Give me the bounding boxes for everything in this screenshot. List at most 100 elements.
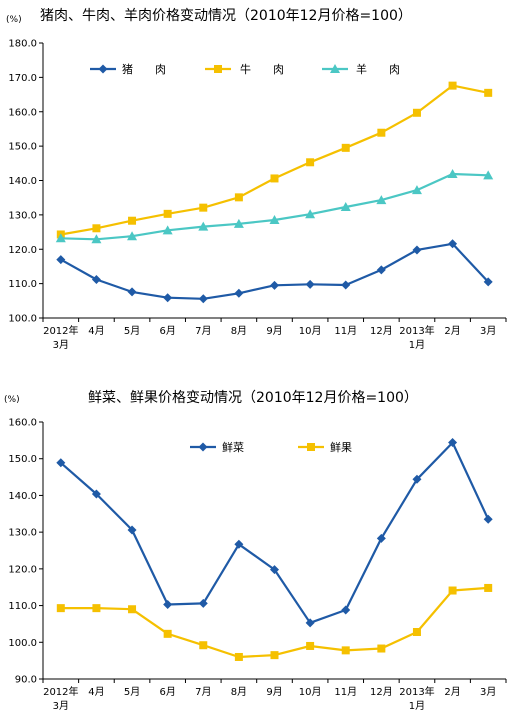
series-1 [56, 583, 493, 661]
y-tick-label: 150.0 [8, 142, 37, 153]
data-point [340, 201, 351, 211]
data-point [483, 170, 494, 180]
y-tick-label: 110.0 [8, 279, 37, 290]
y-tick-label: 160.0 [8, 418, 37, 429]
y-tick-label: 100.0 [8, 638, 37, 649]
data-point [306, 641, 315, 650]
data-point [198, 598, 208, 608]
y-tick-label: 140.0 [8, 491, 37, 502]
x-tick-label: 8月 [231, 686, 247, 698]
legend-marker [330, 64, 340, 73]
series-line [60, 441, 490, 624]
data-point [305, 618, 315, 628]
x-tick-label: 3月 [480, 325, 496, 337]
x-tick-label: 5月 [124, 686, 140, 698]
legend-label: 羊 肉 [356, 62, 400, 76]
data-point [127, 525, 137, 535]
data-point [448, 438, 458, 448]
series-group [55, 81, 494, 304]
x-tick-label: 10月 [299, 325, 322, 337]
series-0 [56, 438, 493, 628]
data-point [377, 644, 386, 653]
legend-label: 鲜菜 [222, 440, 244, 454]
data-point [269, 215, 280, 225]
data-point [376, 195, 387, 205]
data-point [91, 489, 101, 499]
data-point [341, 605, 351, 615]
x-tick-label: 6月 [159, 325, 175, 337]
data-point [127, 287, 137, 297]
x-tick-label: 12月 [370, 325, 393, 337]
data-point [199, 641, 208, 650]
series-line [60, 172, 489, 241]
data-point [163, 293, 173, 303]
y-axis-unit: (%) [4, 395, 20, 405]
y-tick-label: 180.0 [8, 39, 37, 50]
legend-label: 牛 肉 [240, 62, 284, 76]
y-tick-label: 110.0 [8, 601, 37, 612]
data-point [55, 233, 66, 243]
legend-marker [214, 65, 222, 73]
data-point [234, 288, 244, 298]
data-point [56, 255, 66, 265]
x-tick-label: 4月 [88, 325, 104, 337]
data-point [412, 474, 422, 484]
x-tick-label: 5月 [124, 325, 140, 337]
y-axis-unit: (%) [6, 15, 22, 25]
data-point [128, 216, 137, 225]
data-point [306, 158, 315, 167]
x-tick-label: 12月 [370, 686, 393, 698]
data-point [270, 174, 279, 183]
data-point [305, 279, 315, 289]
data-point [233, 218, 244, 228]
x-tick-label: 2013年 [399, 324, 434, 337]
x-tick-label: 9月 [266, 686, 282, 698]
data-point [163, 599, 173, 609]
y-tick-label: 100.0 [8, 314, 37, 325]
y-tick-label: 120.0 [8, 245, 37, 256]
data-point [127, 231, 138, 241]
data-point [270, 651, 279, 660]
data-point [270, 565, 279, 575]
data-point [448, 81, 457, 90]
data-point [484, 583, 493, 592]
data-point [163, 209, 172, 218]
data-point [305, 209, 316, 219]
legend: 猪 肉牛 肉羊 肉 [90, 62, 400, 76]
legend-marker [98, 64, 108, 74]
data-point [411, 185, 422, 195]
meat-price-chart: 猪肉、牛肉、羊肉价格变动情况（2010年12月价格=100） (%) 100.0… [6, 8, 507, 351]
chart-title: 猪肉、牛肉、羊肉价格变动情况（2010年12月价格=100） [40, 8, 412, 24]
data-point [341, 280, 351, 290]
x-tick-label: 2月 [444, 325, 460, 337]
data-point [162, 225, 173, 235]
series-2 [55, 168, 494, 244]
data-point [412, 245, 422, 255]
x-tick-label-second-line: 1月 [409, 339, 425, 351]
data-point [198, 221, 209, 231]
x-tick-label: 7月 [195, 686, 211, 698]
x-tick-label-second-line: 3月 [53, 339, 69, 351]
series-line [60, 242, 490, 300]
y-tick-labels: 90.0 100.0 110.0 120.0 130.0 140.0 150.0 160.0 [8, 418, 37, 686]
data-point [234, 652, 243, 661]
data-point [234, 539, 244, 549]
series-line [60, 586, 489, 659]
data-point [234, 193, 243, 202]
legend-label: 鲜果 [330, 440, 352, 454]
data-point [483, 277, 493, 287]
data-point [92, 224, 101, 233]
chart-title: 鲜菜、鲜果价格变动情况（2010年12月价格=100） [88, 390, 418, 406]
data-point [447, 168, 458, 178]
x-tick-label: 11月 [334, 686, 357, 698]
legend-marker [198, 442, 208, 452]
series-0 [56, 239, 493, 304]
x-tick-label: 10月 [299, 686, 322, 698]
data-point [56, 458, 66, 468]
data-point [91, 275, 101, 284]
data-point [376, 533, 386, 543]
data-point [448, 586, 457, 595]
data-point [483, 514, 493, 524]
data-point [270, 280, 279, 290]
